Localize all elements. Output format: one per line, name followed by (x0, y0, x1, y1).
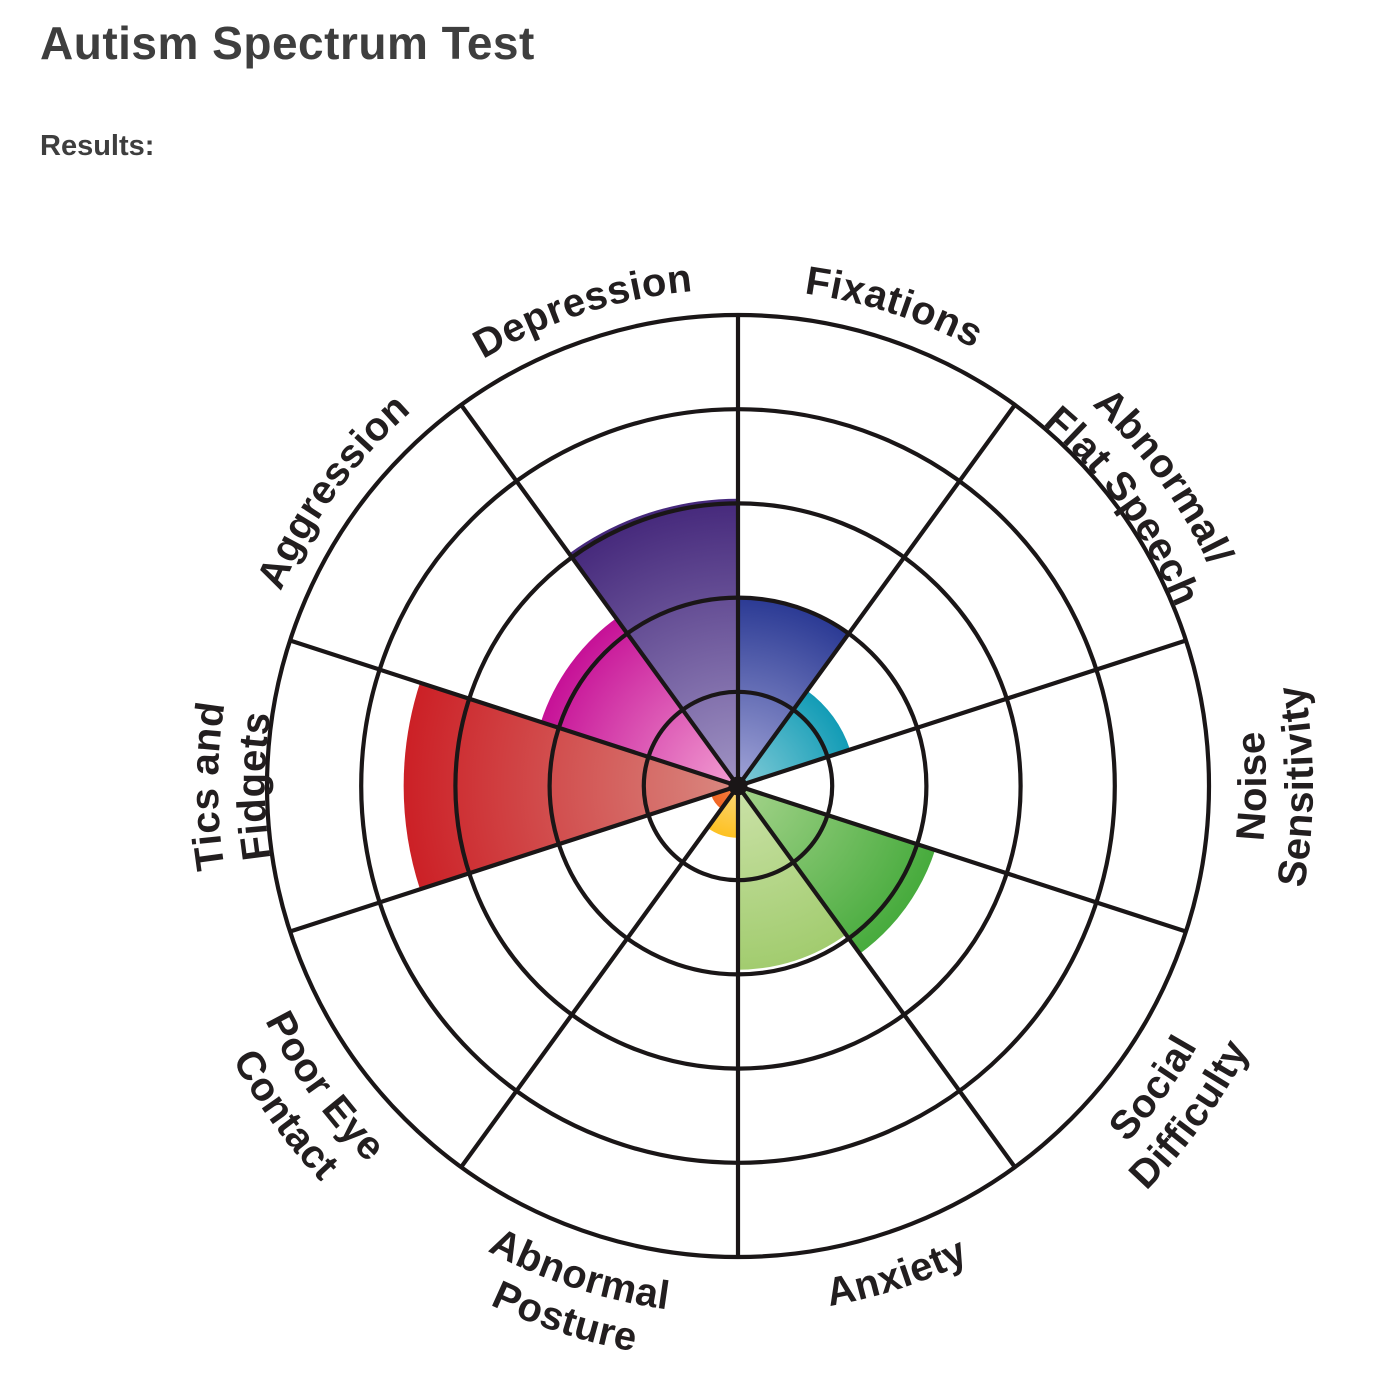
label-anxiety: Anxiety (823, 1229, 974, 1315)
grid-group (264, 312, 1212, 1260)
label-aggression: Aggression (249, 385, 418, 595)
label-depression: Depression (466, 256, 694, 367)
grid-spoke-216 (459, 784, 740, 1169)
label-noise: Noise (1228, 730, 1275, 843)
wedges-group (403, 498, 936, 970)
results-heading: Results: (40, 130, 155, 162)
wedge-fixations (738, 597, 849, 786)
grid-spoke-108 (737, 784, 1187, 934)
wedge-anxiety (738, 786, 846, 970)
wedge-flat-speech (738, 690, 850, 786)
label-tics: Tics and (183, 699, 233, 873)
wedge-tics (403, 682, 738, 890)
grid-spoke-144 (736, 784, 1017, 1169)
page-title: Autism Spectrum Test (40, 17, 535, 69)
wedge-social (738, 786, 936, 954)
grid-spoke-288 (289, 638, 739, 788)
center-dot (728, 776, 748, 796)
wedge-depression (569, 498, 738, 786)
grid-spoke-324 (459, 403, 740, 788)
grid-spoke-36 (736, 403, 1017, 788)
label-tics: Fidgets (230, 709, 279, 863)
wedge-aggression (540, 618, 738, 786)
grid-spoke-72 (737, 638, 1187, 788)
grid-spoke-252 (289, 784, 739, 934)
label-noise: Sensitivity (1269, 682, 1322, 890)
